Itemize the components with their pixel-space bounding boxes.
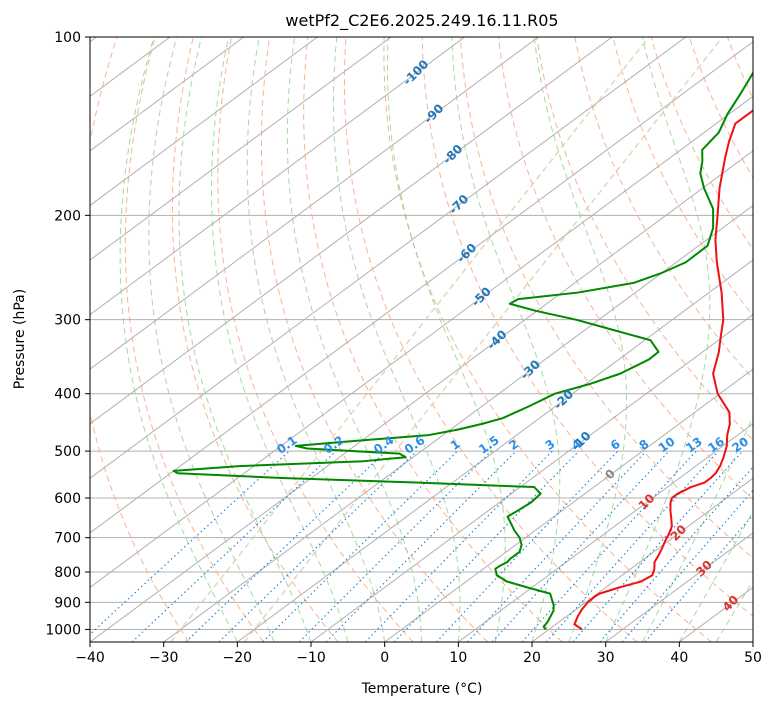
x-tick-label: −40 (75, 650, 105, 666)
mixing-ratio-line (545, 450, 719, 642)
moist-adiabat-line (148, 37, 275, 642)
y-axis-label: Pressure (hPa) (12, 289, 28, 389)
dewpoint-profile-line (172, 70, 753, 631)
isotherm-line (90, 41, 753, 534)
x-tick-label: 0 (380, 650, 389, 666)
mixing-ratio-line (325, 450, 517, 642)
dry-adiabat-line (459, 37, 753, 559)
ice-curve-line (243, 37, 724, 642)
temperature-profile-line (573, 109, 753, 631)
y-tick-label: 800 (54, 565, 81, 581)
mixing-ratio-line (621, 489, 753, 642)
x-tick-label: 10 (449, 650, 467, 666)
moist-adiabat-line (451, 37, 561, 642)
dry-adiabat-line (383, 37, 713, 642)
dry-adiabat-line (498, 37, 753, 501)
y-tick-label: 1000 (45, 622, 81, 638)
y-tick-label: 400 (54, 387, 81, 403)
isotherm-line (531, 477, 753, 642)
dry-adiabat-line (90, 37, 190, 642)
dry-adiabat-line (421, 37, 753, 617)
moist-adiabat-line (119, 37, 238, 642)
moist-adiabat-line (246, 37, 386, 642)
isotherm-line (90, 37, 466, 316)
sounding-series-layer (172, 70, 753, 631)
dry-adiabat-line (536, 37, 753, 441)
moist-adiabat-line (332, 37, 461, 642)
y-tick-label: 600 (54, 491, 81, 507)
mixing-ratio-line (185, 450, 387, 642)
moist-adiabat-line (286, 37, 422, 642)
mixing-ratio-line (435, 450, 619, 642)
x-tick-label: −30 (149, 650, 179, 666)
isotherm-line (90, 95, 753, 589)
dry-adiabat-line (260, 37, 488, 642)
y-tick-label: 500 (54, 444, 81, 460)
x-axis-label: Temperature (°C) (361, 681, 483, 697)
isotherm-line (90, 37, 539, 370)
moist-adiabat-line (178, 37, 312, 642)
x-tick-label: 40 (670, 650, 688, 666)
y-tick-label: 300 (54, 313, 81, 329)
isotherm-line (90, 37, 613, 425)
moist-adiabat-line (386, 37, 506, 642)
isotherm-line (605, 532, 753, 642)
y-tick-label: 700 (54, 531, 81, 547)
x-tick-label: 20 (523, 650, 541, 666)
moist-adiabat-line (211, 37, 349, 642)
y-tick-label: 200 (54, 208, 81, 224)
moist-adiabat-line (642, 415, 753, 642)
isotherm-line (458, 423, 753, 642)
x-tick-label: −20 (223, 650, 253, 666)
mixing-ratio-line (393, 450, 580, 642)
dry-adiabat-line (303, 37, 563, 642)
plot-frame (89, 36, 754, 643)
mixing-ratio-line (218, 450, 418, 642)
y-tick-label: 100 (54, 30, 81, 46)
isotherm-line (90, 37, 245, 152)
mixing-ratio-line (521, 450, 697, 642)
x-tick-label: 30 (597, 650, 615, 666)
grid-layer (90, 37, 753, 642)
moist-adiabat-line (533, 37, 628, 642)
isotherm-line (90, 37, 392, 261)
dry-adiabat-line (217, 37, 414, 642)
isotherm-line (163, 204, 753, 642)
mixing-ratio-line (572, 450, 744, 642)
isotherm-line (90, 37, 687, 479)
x-axis: −40 −30 −20 −10 0 10 20 30 40 50 (75, 642, 762, 666)
mixing-ratio-line (364, 450, 553, 642)
x-tick-label: 50 (744, 650, 762, 666)
mixing-ratio-line (491, 450, 670, 642)
y-tick-label: 900 (54, 595, 81, 611)
y-axis: 100 200 300 400 500 600 700 800 900 1000 (45, 30, 90, 638)
dry-adiabat-line (124, 37, 264, 642)
ice-curve-line (170, 37, 650, 642)
x-tick-label: −10 (296, 650, 326, 666)
isotherm-line (310, 313, 753, 642)
chart-title: wetPf2_C2E6.2025.249.16.11.R05 (285, 11, 558, 31)
isotherm-line (90, 37, 318, 207)
mixing-ratio-line (467, 450, 647, 642)
